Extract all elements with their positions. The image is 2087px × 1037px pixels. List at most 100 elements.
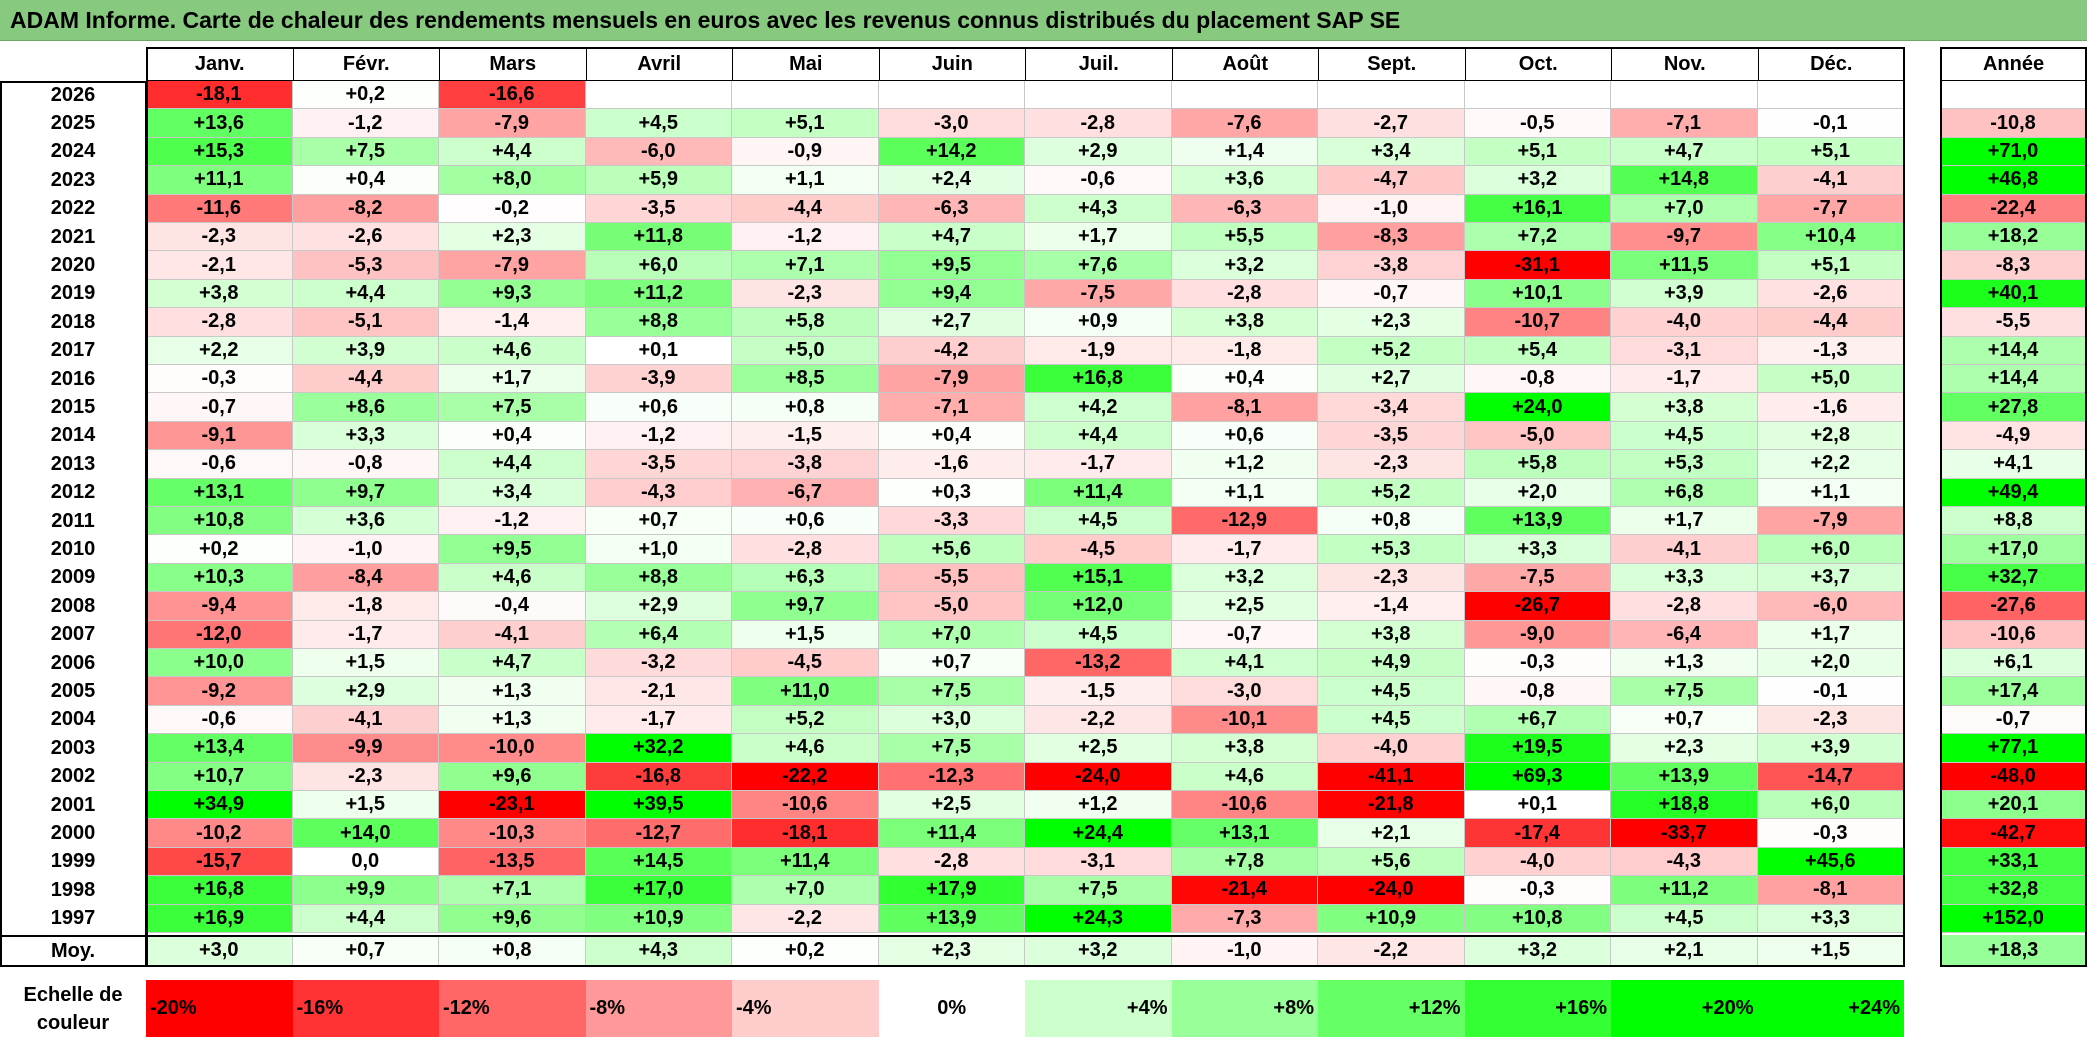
heatmap-cell: -10,3 [439,819,586,848]
year-label: 2013 [0,450,146,479]
heatmap-cell: +5,3 [1318,535,1465,564]
year-label: 2000 [0,819,146,848]
average-cell: +0,2 [732,935,879,967]
heatmap-cell: -3,5 [585,450,732,479]
heatmap-cell: +13,1 [146,478,293,507]
heatmap-cell: +11,4 [878,819,1025,848]
heatmap-cell: +4,5 [585,109,732,138]
heatmap-cell: -16,8 [585,762,732,791]
heatmap-cell: +2,2 [1757,450,1904,479]
heatmap-cell: +1,5 [732,620,879,649]
heatmap-cell: +5,8 [1464,450,1611,479]
heatmap-cell: -0,8 [1464,677,1611,706]
annual-cell: -8,3 [1940,251,2087,280]
heatmap-cell: -1,6 [1757,393,1904,422]
heatmap-cell: -1,8 [292,592,439,621]
heatmap-cell: -5,1 [292,308,439,337]
heatmap-cell: -33,7 [1611,819,1758,848]
heatmap-cell: +4,4 [1025,421,1172,451]
heatmap-cell: +7,5 [878,677,1025,706]
annual-cell: +8,8 [1940,507,2087,536]
heatmap-cell: +4,7 [439,649,586,678]
heatmap-cell: -12,7 [585,819,732,848]
heatmap-cell: -4,0 [1464,847,1611,877]
heatmap-cell: +5,0 [732,336,879,365]
heatmap-cell: -31,1 [1464,251,1611,280]
heatmap-cell: +4,5 [1318,677,1465,706]
heatmap-cell: -9,2 [146,677,293,706]
heatmap-cell: -9,1 [146,421,293,451]
heatmap-cell: +5,9 [585,166,732,195]
heatmap-cell: +5,1 [732,109,879,138]
heatmap-cell: -3,0 [878,109,1025,138]
annual-cell: -4,9 [1940,421,2087,451]
heatmap-cell: -22,2 [732,762,879,791]
color-scale-label-text: Echelle de couleur [23,983,123,1034]
year-label: 2021 [0,223,146,252]
heatmap-cell: +1,4 [1171,137,1318,167]
heatmap-cell: +14,0 [292,819,439,848]
heatmap-cell: -3,3 [878,507,1025,536]
heatmap-cell: +4,5 [1611,904,1758,933]
heatmap-cell: -15,7 [146,847,293,877]
heatmap-cell: +3,2 [1171,563,1318,593]
heatmap-cell: -17,4 [1464,819,1611,848]
heatmap-cell: -6,0 [585,137,732,167]
heatmap-cell: +2,0 [1757,649,1904,678]
heatmap-cell: -2,3 [732,279,879,309]
heatmap-cell: +6,4 [585,620,732,649]
heatmap-cell: +13,1 [1171,819,1318,848]
heatmap-cell: +1,5 [292,649,439,678]
year-label: 2023 [0,166,146,195]
annual-cell: +71,0 [1940,137,2087,167]
heatmap-cell [1025,81,1172,110]
heatmap-cell: -0,6 [146,705,293,735]
heatmap-cell: -18,1 [146,81,293,110]
year-label: 2007 [0,620,146,649]
heatmap-cell: +3,7 [1757,563,1904,593]
heatmap-cell: -5,0 [878,592,1025,621]
annual-cell: +32,7 [1940,563,2087,593]
title-bar: ADAM Informe. Carte de chaleur des rende… [0,0,2087,41]
color-scale-step: -8% [585,980,732,1037]
column-header: Nov. [1611,47,1759,81]
heatmap-cell: +3,3 [1464,535,1611,564]
heatmap-cell: -10,2 [146,819,293,848]
heatmap-cell: -2,3 [1757,705,1904,735]
heatmap-cell: +3,6 [292,507,439,536]
heatmap-cell: +1,2 [1025,791,1172,820]
heatmap-cell: +13,9 [878,904,1025,933]
heatmap-cell: -1,6 [878,450,1025,479]
heatmap-cell: -41,1 [1318,762,1465,791]
heatmap-cell: -2,6 [292,223,439,252]
heatmap-cell: +7,0 [1611,194,1758,223]
heatmap-cell: -2,6 [1757,279,1904,309]
heatmap-cell: -24,0 [1025,762,1172,791]
heatmap-cell: -0,2 [439,194,586,223]
heatmap-cell: +14,2 [878,137,1025,167]
heatmap-cell: +0,4 [1171,365,1318,394]
heatmap-cell: -6,4 [1611,620,1758,649]
heatmap-cell: -4,0 [1318,734,1465,763]
heatmap-cell: +13,9 [1464,507,1611,536]
heatmap-cell: -1,0 [292,535,439,564]
heatmap-cell: +2,2 [146,336,293,365]
heatmap-cell: -8,1 [1171,393,1318,422]
annual-cell: +14,4 [1940,365,2087,394]
heatmap-cell: +2,3 [1318,308,1465,337]
heatmap-cell: -7,5 [1025,279,1172,309]
heatmap-cell: +16,9 [146,904,293,933]
color-scale-step: -16% [292,980,439,1037]
heatmap-cell: -0,8 [1464,365,1611,394]
heatmap-cell: -23,1 [439,791,586,820]
column-header: Sept. [1318,47,1466,81]
heatmap-cell: +11,4 [1025,478,1172,507]
heatmap-cell: +4,1 [1171,649,1318,678]
heatmap-cell: +0,6 [732,507,879,536]
heatmap-cell: -2,8 [1611,592,1758,621]
heatmap-cell: +1,1 [732,166,879,195]
heatmap-cell: +4,5 [1318,705,1465,735]
heatmap-cell: +3,8 [1611,393,1758,422]
annual-cell: -10,8 [1940,109,2087,138]
heatmap-cell: -0,7 [1171,620,1318,649]
